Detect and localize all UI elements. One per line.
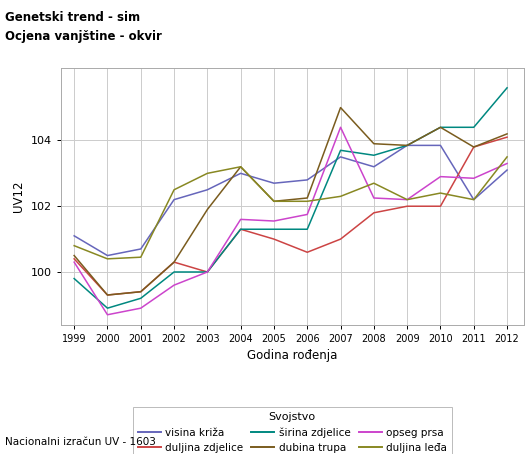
Text: Nacionalni izračun UV - 1603: Nacionalni izračun UV - 1603 (5, 437, 156, 447)
Text: Ocjena vanjštine - okvir: Ocjena vanjštine - okvir (5, 30, 162, 43)
Legend: visina križa, duljina zdjelice, širina zdjelice, dubina trupa, opseg prsa, dulji: visina križa, duljina zdjelice, širina z… (133, 407, 452, 454)
Y-axis label: UV12: UV12 (12, 181, 25, 212)
X-axis label: Godina rođenja: Godina rođenja (247, 349, 338, 362)
Text: Genetski trend - sim: Genetski trend - sim (5, 11, 140, 25)
